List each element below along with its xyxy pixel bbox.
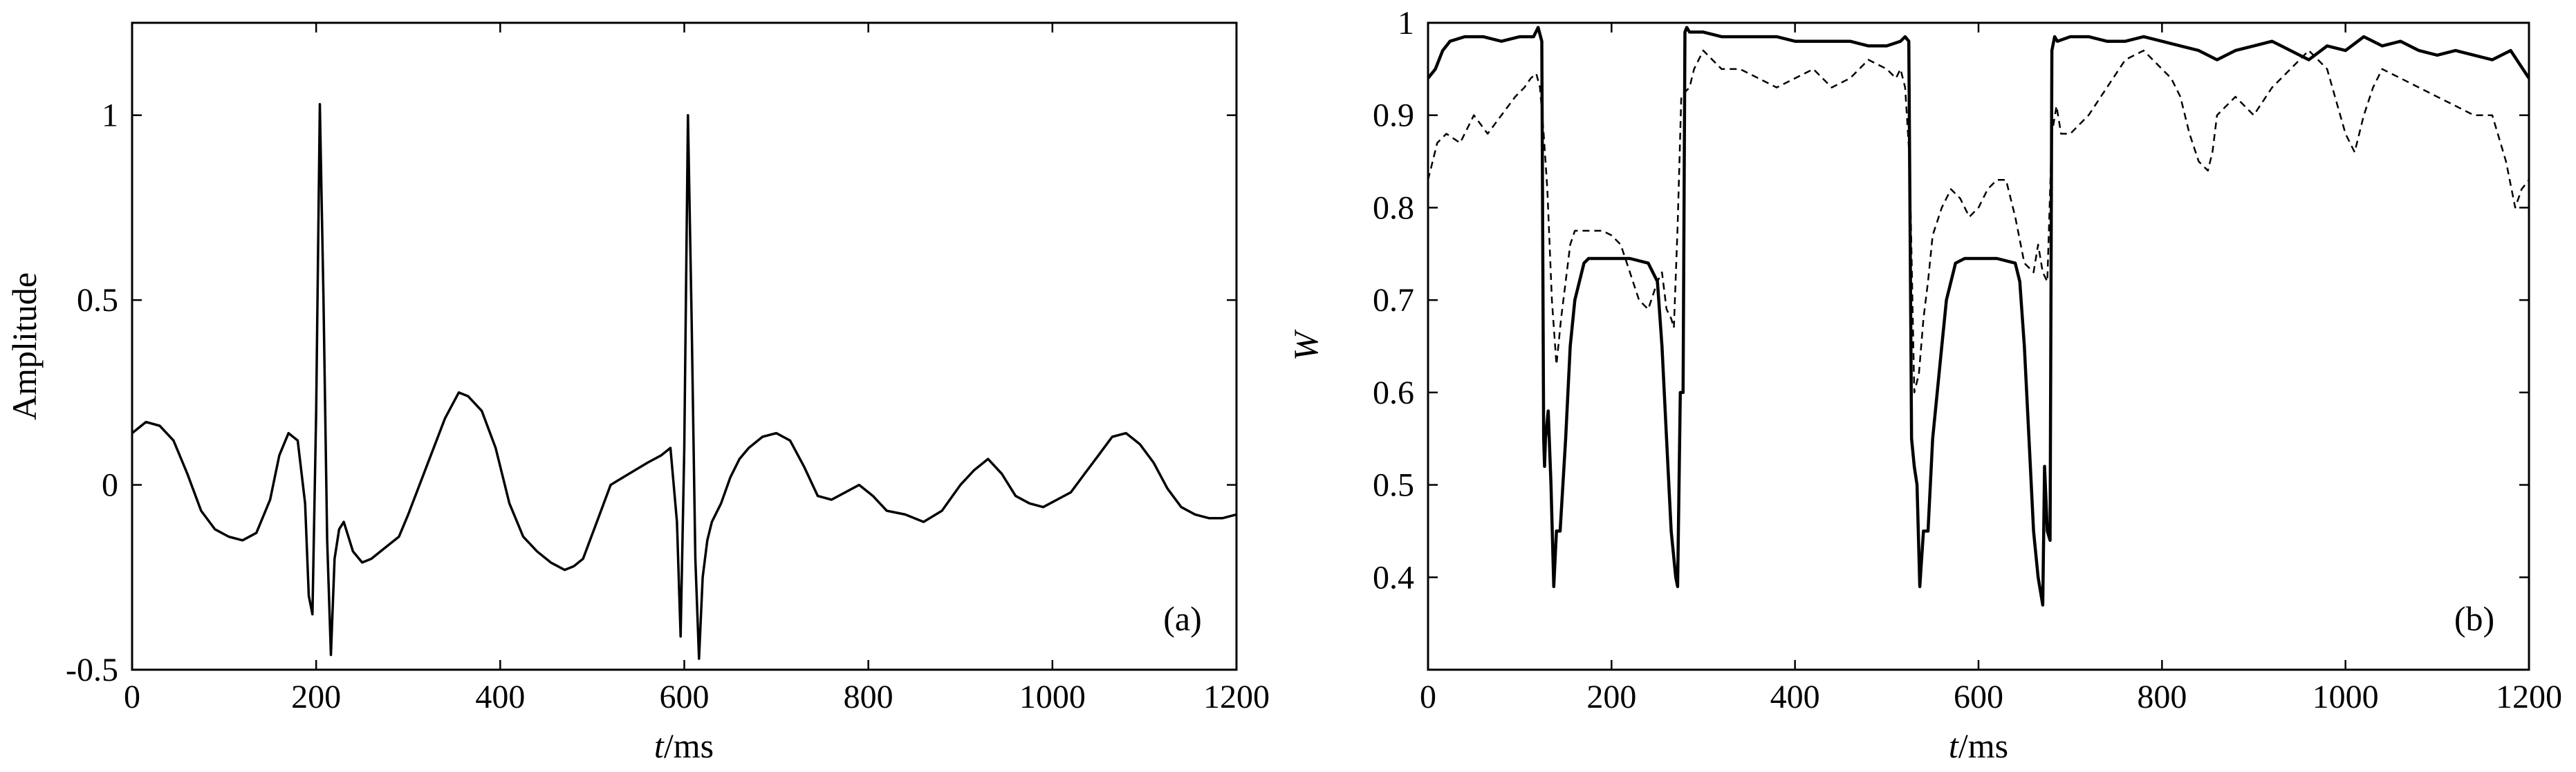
panel-a-y-tick-label: 1	[102, 97, 118, 134]
panel-a-x-axis-unit: /ms	[664, 726, 714, 765]
panel-a-x-tick-label: 400	[475, 679, 525, 715]
panel-b-y-tick-label: 0.4	[1373, 559, 1414, 596]
panel-b-x-axis-label: t/ms	[1949, 726, 2008, 765]
panel-b-x-axis-var: t	[1949, 726, 1959, 765]
panel-a-x-tick-label: 600	[660, 679, 710, 715]
panel-b-x-axis-unit: /ms	[1958, 726, 2008, 765]
panel-b-label: (b)	[2454, 599, 2494, 638]
panel-b-x-tick-label: 200	[1586, 679, 1636, 715]
panel-b-series-solid-line	[1427, 26, 2530, 607]
panel-b-y-tick-label: 0.7	[1373, 282, 1414, 319]
panel-b-x-tick-label: 600	[1954, 679, 2003, 715]
panel-b-y-axis-label: W	[1286, 329, 1325, 361]
panel-a-x-axis-var: t	[654, 726, 665, 765]
panel-a-y-tick-label: 0.5	[77, 282, 118, 319]
panel-a-y-tick-label: 0	[102, 467, 118, 504]
panel-b-y-tick-label: 0.5	[1373, 467, 1414, 504]
panel-b-x-tick-label: 800	[2137, 679, 2187, 715]
panel-b-y-tick-label: 0.9	[1373, 97, 1414, 134]
panel-a-y-tick-label: -0.5	[66, 652, 118, 688]
panel-b-x-tick-label: 0	[1420, 679, 1436, 715]
panel-b-series-group	[1427, 26, 2530, 607]
panel-b-plot-frame	[1427, 21, 2530, 671]
panel-a-x-tick-label: 200	[291, 679, 341, 715]
panel-b-ticks: 0 200 400 600 800 1000 1200 0.4 0.5 0.6 0.7 0.8 0.9 1	[1373, 5, 2562, 715]
panel-a-x-tick-label: 0	[124, 679, 140, 715]
panel-a-series-group	[131, 102, 1237, 660]
panel-b-y-tick-label: 1	[1398, 5, 1414, 41]
panel-b-x-tick-label: 1200	[2496, 679, 2562, 715]
panel-b-y-tick-label: 0.8	[1373, 189, 1414, 226]
panel-a-series-solid-line	[131, 102, 1237, 660]
panel-a-label: (a)	[1163, 599, 1202, 638]
panel-a-y-axis-label: Amplitude	[5, 272, 44, 420]
panel-a-x-tick-label: 1000	[1019, 679, 1086, 715]
panel-a-ticks: 0 200 400 600 800 1000 1200-0.500.51	[66, 23, 1270, 715]
panel-a-x-tick-label: 800	[844, 679, 893, 715]
panel-b-y-tick-label: 0.6	[1373, 375, 1414, 411]
panel-b-x-tick-label: 1000	[2313, 679, 2379, 715]
panel-a-amplitude-chart: 0 200 400 600 800 1000 1200-0.500.51 Amplitude…	[5, 21, 1270, 765]
panel-b-series-dashed-line	[1427, 49, 2530, 394]
panel-b-w-chart: 0 200 400 600 800 1000 1200 0.4 0.5 0.6 0.7 0.8 0.9 1…	[1286, 5, 2562, 765]
panel-a-x-axis-label: t/ms	[654, 726, 714, 765]
panel-a-x-tick-label: 1200	[1203, 679, 1270, 715]
panel-b-x-tick-label: 400	[1770, 679, 1820, 715]
